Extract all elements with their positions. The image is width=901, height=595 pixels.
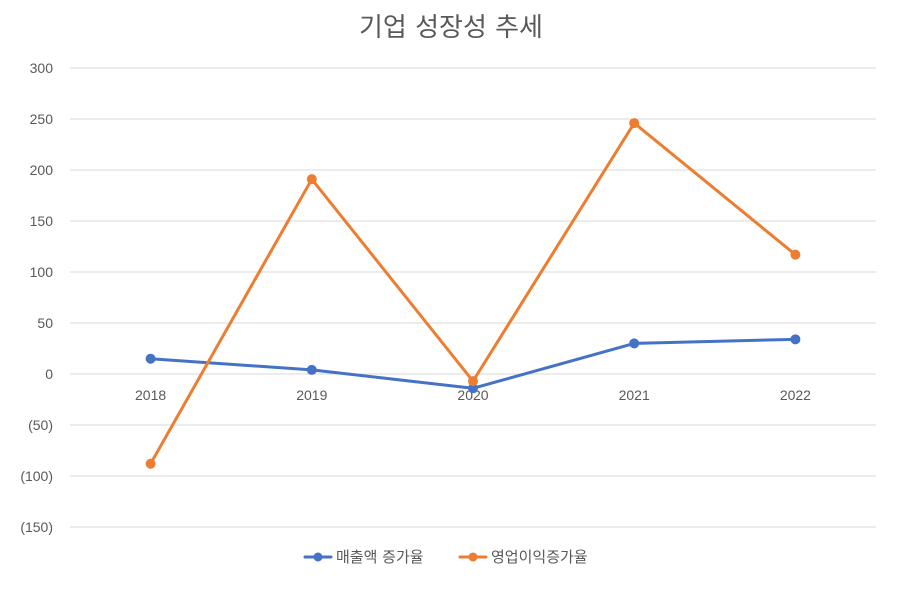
legend-swatch-marker <box>468 552 478 562</box>
x-axis-tick-labels: 2018 2019 2020 2021 2022 <box>135 387 811 403</box>
y-tick-label: (150) <box>20 519 53 535</box>
data-point <box>790 334 801 345</box>
legend-item: 매출액 증가율 <box>303 548 424 566</box>
y-tick-label: 250 <box>30 111 54 127</box>
y-tick-label: 100 <box>30 264 54 280</box>
x-tick-label: 2018 <box>135 387 166 403</box>
legend-label: 영업이익증가율 <box>491 548 588 566</box>
series-2 <box>145 118 801 469</box>
legend-item: 영업이익증가율 <box>458 548 588 566</box>
x-tick-label: 2021 <box>619 387 650 403</box>
data-point <box>306 174 317 185</box>
x-tick-label: 2022 <box>780 387 811 403</box>
y-tick-label: 150 <box>30 213 54 229</box>
series-lines <box>145 118 801 469</box>
y-tick-label: 200 <box>30 162 54 178</box>
y-axis-tick-labels: 300 250 200 150 100 50 0 (50) (100) (150) <box>20 60 53 535</box>
legend-swatch-marker <box>313 552 323 562</box>
data-point <box>790 249 801 260</box>
y-tick-label: (50) <box>28 417 53 433</box>
x-tick-label: 2019 <box>296 387 327 403</box>
data-point <box>145 353 156 364</box>
legend-label: 매출액 증가율 <box>336 548 424 566</box>
gridlines <box>70 67 876 528</box>
y-tick-label: (100) <box>20 468 53 484</box>
chart-title: 기업 성장성 추세 <box>359 13 543 43</box>
y-tick-label: 0 <box>45 366 53 382</box>
series-1 <box>145 334 801 394</box>
legend: 매출액 증가율 영업이익증가율 <box>303 548 588 566</box>
data-point <box>629 338 640 349</box>
x-tick-label: 2020 <box>457 387 488 403</box>
data-point <box>145 458 156 469</box>
y-tick-label: 300 <box>30 60 54 76</box>
series-line <box>149 121 797 466</box>
data-point <box>306 364 317 375</box>
y-tick-label: 50 <box>37 315 53 331</box>
data-point <box>629 118 640 129</box>
data-point <box>468 376 478 387</box>
